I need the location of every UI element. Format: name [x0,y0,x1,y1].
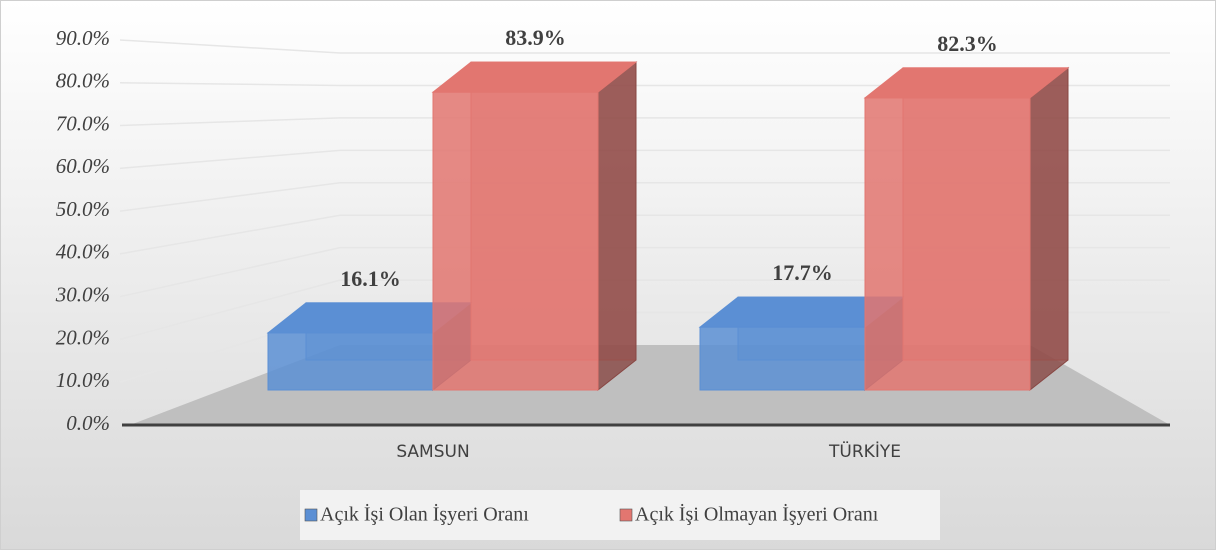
bar [699,326,866,391]
x-tick-label: SAMSUN [396,442,469,462]
y-tick-label: 90.0% [56,26,110,50]
grid-line [119,82,341,87]
bar [267,332,434,391]
bar [864,97,1031,391]
legend-swatch [304,508,318,522]
data-label: 83.9% [505,25,566,50]
grid-line [119,279,341,341]
bar-side [1029,66,1069,392]
data-label: 17.7% [772,260,833,285]
legend-swatch [619,508,633,522]
y-tick-label: 0.0% [66,411,110,435]
y-tick-label: 70.0% [56,111,110,135]
grid-line [119,182,341,212]
y-tick-label: 50.0% [56,197,110,221]
legend-label: Açık İşi Olan İşyeri Oranı [320,503,529,526]
y-tick-label: 10.0% [56,368,110,392]
grid-line [119,246,341,298]
bar-side [597,61,637,392]
x-tick-label: TÜRKİYE [828,440,901,462]
y-tick-label: 80.0% [56,69,110,93]
grid-line [119,39,341,54]
bar [432,91,599,391]
grid-line [119,214,341,255]
y-tick-label: 60.0% [56,154,110,178]
legend-label: Açık İşi Olmayan İşyeri Oranı [635,503,879,526]
y-tick-label: 30.0% [55,282,110,306]
y-tick-label: 40.0% [56,240,110,264]
data-label: 16.1% [340,266,401,291]
grid-line [119,149,341,170]
data-label: 82.3% [937,31,998,56]
y-tick-label: 20.0% [56,325,110,349]
grid-line [119,117,341,127]
